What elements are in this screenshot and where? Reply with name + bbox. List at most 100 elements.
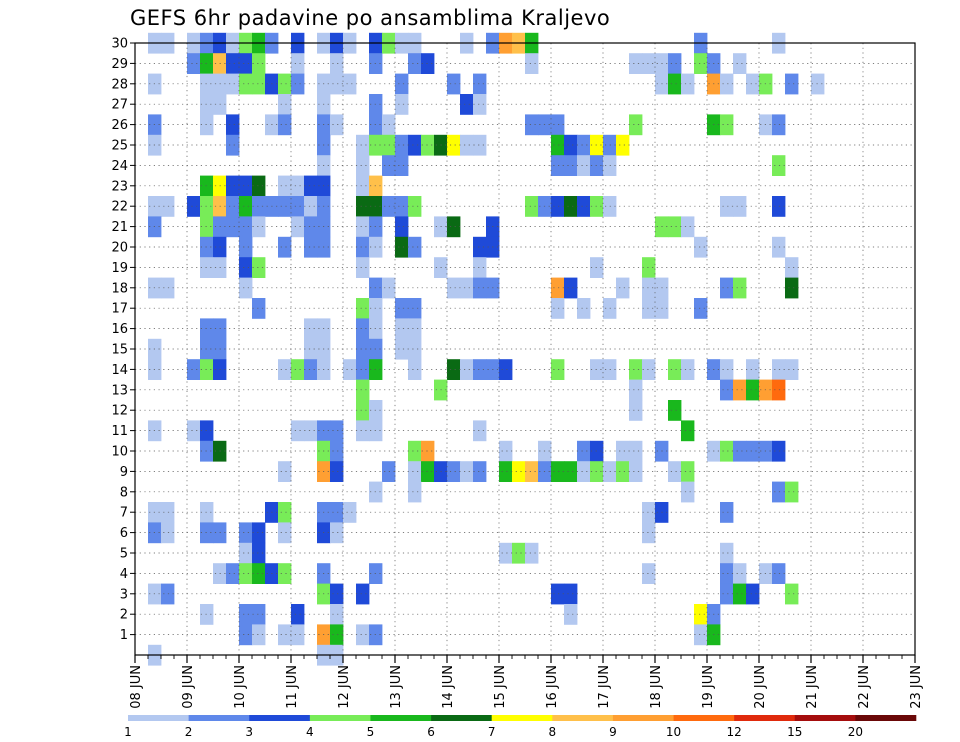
heatmap-cell [356, 134, 370, 156]
heatmap-cell [408, 53, 422, 74]
heatmap-cell [239, 563, 253, 584]
heatmap-cell [564, 277, 578, 299]
heatmap-cell [564, 604, 578, 625]
heatmap-cell [733, 583, 747, 605]
heatmap-cell [356, 624, 370, 646]
x-tick-label: 19 JUN [701, 665, 716, 709]
colorbar-label: 20 [848, 725, 863, 739]
heatmap-cell [304, 318, 318, 340]
heatmap-cell [408, 461, 422, 482]
heatmap-cell [187, 420, 201, 442]
heatmap-cell [356, 318, 370, 340]
y-tick-label: 28 [111, 77, 128, 92]
heatmap-cell [694, 624, 708, 646]
heatmap-cell [278, 563, 292, 584]
heatmap-cell [642, 257, 656, 278]
heatmap-cell [772, 236, 786, 258]
colorbar-label: 6 [427, 725, 435, 739]
heatmap-cell [239, 73, 253, 95]
heatmap-cell [473, 461, 487, 482]
y-tick-label: 9 [120, 465, 128, 480]
colorbar-segment [431, 715, 492, 721]
heatmap-cell [395, 94, 409, 115]
heatmap-cell [668, 73, 682, 95]
colorbar-segment [673, 715, 735, 721]
heatmap-cell [356, 196, 370, 217]
x-tick-label: 09 JUN [181, 665, 196, 709]
colorbar-segment [734, 715, 796, 721]
y-tick-label: 16 [111, 322, 128, 337]
colorbar-label: 7 [488, 725, 496, 739]
heatmap-cell [720, 114, 734, 136]
heatmap-cell [395, 73, 409, 95]
heatmap-cell [499, 461, 513, 482]
colorbar-label: 12 [727, 725, 742, 739]
y-tick-label: 25 [111, 139, 128, 154]
heatmap-cell [551, 196, 565, 217]
heatmap-cell [408, 440, 422, 462]
heatmap-cell [161, 196, 175, 217]
heatmap-cell [291, 175, 305, 197]
y-tick-label: 29 [111, 57, 128, 72]
heatmap-cell [447, 359, 461, 380]
heatmap-cell [564, 461, 578, 482]
x-tick-label: 10 JUN [233, 665, 248, 709]
x-tick-label: 12 JUN [337, 665, 352, 709]
heatmap-cell [642, 298, 656, 319]
heatmap-cell [239, 175, 253, 197]
heatmap-cell [720, 73, 734, 95]
heatmap-cell [421, 440, 435, 462]
heatmap-cell [616, 134, 630, 156]
heatmap-cell [239, 216, 253, 238]
heatmap-cell [226, 114, 240, 136]
heatmap-cell [278, 359, 292, 380]
heatmap-cell [408, 481, 422, 503]
heatmap-cell [733, 440, 747, 462]
heatmap-cell [278, 461, 292, 482]
heatmap-cell [460, 94, 474, 115]
y-tick-label: 21 [111, 220, 128, 235]
heatmap-cell [772, 196, 786, 217]
heatmap-cell [382, 155, 396, 176]
heatmap-cell [694, 298, 708, 319]
heatmap-cell [694, 604, 708, 625]
heatmap-cell [330, 114, 344, 136]
heatmap-cell [473, 277, 487, 299]
heatmap-cell [226, 53, 240, 74]
heatmap-cell [395, 155, 409, 176]
y-tick-label: 30 [111, 37, 128, 52]
heatmap-cell [161, 583, 175, 605]
colorbar-label: 10 [666, 725, 681, 739]
colorbar-segment [309, 715, 371, 721]
y-tick-label: 7 [120, 506, 128, 521]
heatmap-cell [746, 359, 760, 380]
y-tick-label: 13 [111, 383, 128, 398]
heatmap-cell [668, 359, 682, 380]
heatmap-cell [356, 583, 370, 605]
heatmap-cell [746, 379, 760, 401]
heatmap-cell [629, 53, 643, 74]
heatmap-cell [512, 542, 526, 564]
heatmap-cell [642, 277, 656, 299]
y-tick-label: 27 [111, 98, 128, 113]
heatmap-cell [525, 53, 539, 74]
heatmap-cell [772, 481, 786, 503]
heatmap-cell [447, 277, 461, 299]
heatmap-cell [304, 196, 318, 217]
colorbar-segment [491, 715, 553, 721]
heatmap-cell [356, 155, 370, 176]
heatmap-cell [239, 257, 253, 278]
y-tick-label: 22 [111, 200, 128, 215]
heatmap-cell [304, 236, 318, 258]
colorbar-label: 15 [787, 725, 802, 739]
heatmap-cell [187, 359, 201, 380]
y-tick-label: 24 [111, 159, 128, 174]
heatmap-cell [395, 236, 409, 258]
y-tick-label: 1 [120, 628, 128, 643]
colorbar-segment [612, 715, 674, 721]
heatmap-cell [304, 338, 318, 360]
heatmap-cell [642, 359, 656, 380]
colorbar-segment [552, 715, 614, 721]
heatmap-cell [733, 277, 747, 299]
heatmap-cell [668, 461, 682, 482]
